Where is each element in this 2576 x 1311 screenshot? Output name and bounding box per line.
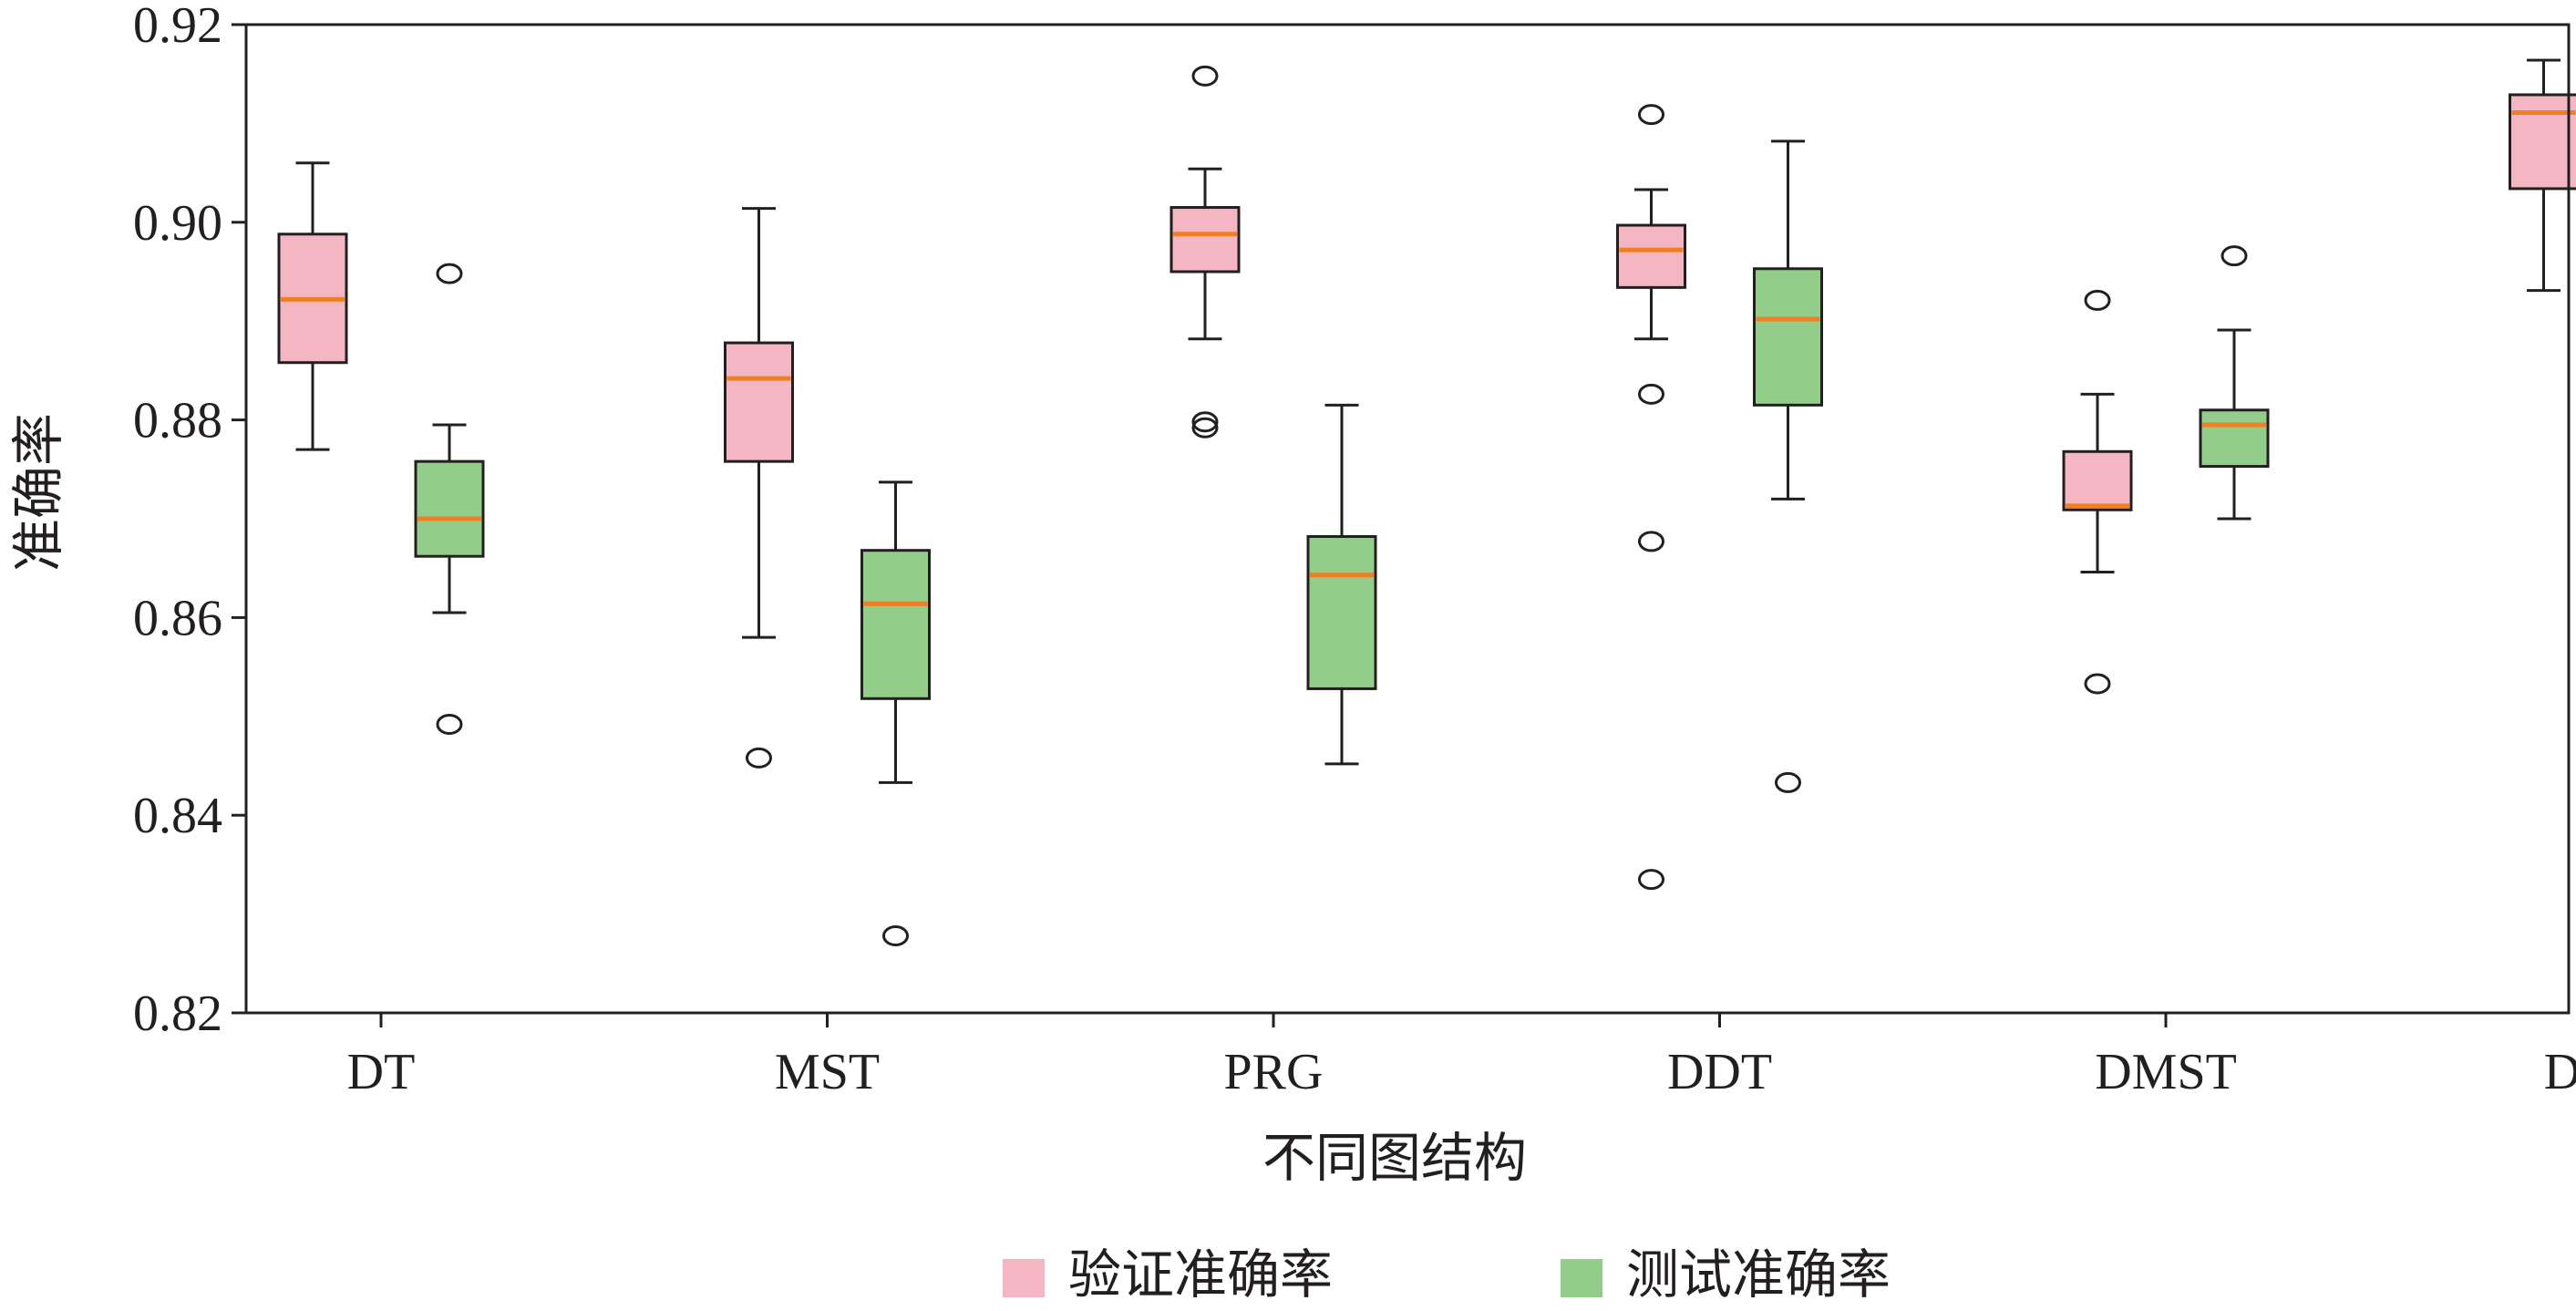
y-tick-label: 0.90 — [133, 195, 222, 252]
plot-layer — [279, 60, 2576, 945]
iqr-box — [2200, 410, 2268, 467]
box-validation-mst — [726, 209, 793, 768]
x-axis-label: 不同图结构 — [1262, 1129, 1527, 1188]
outlier-point — [1640, 106, 1664, 124]
x-tick-label: PRG — [1224, 1044, 1324, 1100]
iqr-box — [862, 551, 930, 699]
iqr-box — [2064, 451, 2131, 510]
y-axis-ticks: 0.82 0.84 0.86 0.88 0.90 0.92 — [133, 0, 246, 1042]
box-test-dmst — [2200, 247, 2268, 519]
box-validation-dprg — [2510, 60, 2576, 291]
box-test-prg — [1308, 405, 1376, 763]
x-axis-ticks: DT MST PRG DDT DMST DPRG — [347, 1013, 2576, 1100]
outlier-point — [1640, 532, 1664, 551]
x-tick-label: DMST — [2095, 1044, 2237, 1100]
legend-label-test: 测试准确率 — [1626, 1245, 1891, 1305]
y-tick-label: 0.92 — [133, 0, 222, 54]
box-validation-dt — [279, 163, 346, 449]
outlier-point — [1640, 385, 1664, 403]
x-tick-label: DDT — [1667, 1044, 1772, 1100]
y-tick-label: 0.86 — [133, 590, 222, 646]
box-validation-ddt — [1618, 106, 1685, 889]
outlier-point — [884, 926, 908, 945]
x-tick-label: MST — [775, 1044, 880, 1100]
outlier-point — [1777, 773, 1800, 791]
iqr-box — [1618, 225, 1685, 287]
box-validation-prg — [1171, 67, 1239, 437]
box-test-dt — [416, 264, 483, 733]
outlier-point — [1193, 67, 1217, 85]
outlier-point — [2086, 291, 2109, 309]
iqr-box — [2510, 95, 2576, 189]
axes-layer: 0.82 0.84 0.86 0.88 0.90 0.92 DT MST PRG DDT DMST… — [9, 0, 2576, 1188]
outlier-point — [438, 715, 461, 733]
x-tick-label: DT — [347, 1044, 416, 1100]
box-validation-dmst — [2064, 291, 2131, 693]
iqr-box — [1171, 208, 1239, 272]
outlier-point — [2086, 675, 2109, 693]
outlier-point — [2222, 247, 2246, 265]
iqr-box — [1755, 269, 1822, 406]
legend: 验证准确率 测试准确率 — [1003, 1245, 1891, 1305]
y-axis-label: 准确率 — [9, 413, 68, 572]
y-tick-label: 0.84 — [133, 788, 222, 844]
x-tick-label: DPRG — [2544, 1044, 2576, 1100]
box-test-mst — [862, 482, 930, 945]
legend-swatch-test — [1561, 1259, 1602, 1297]
legend-label-validation: 验证准确率 — [1068, 1245, 1333, 1305]
iqr-box — [726, 343, 793, 461]
box-test-ddt — [1755, 141, 1822, 792]
iqr-box — [416, 461, 483, 556]
outlier-point — [747, 748, 771, 767]
y-tick-label: 0.88 — [133, 393, 222, 449]
outlier-point — [1640, 871, 1664, 889]
outlier-point — [438, 264, 461, 283]
y-tick-label: 0.82 — [133, 986, 222, 1042]
iqr-box — [1308, 537, 1376, 689]
legend-swatch-validation — [1003, 1259, 1045, 1297]
